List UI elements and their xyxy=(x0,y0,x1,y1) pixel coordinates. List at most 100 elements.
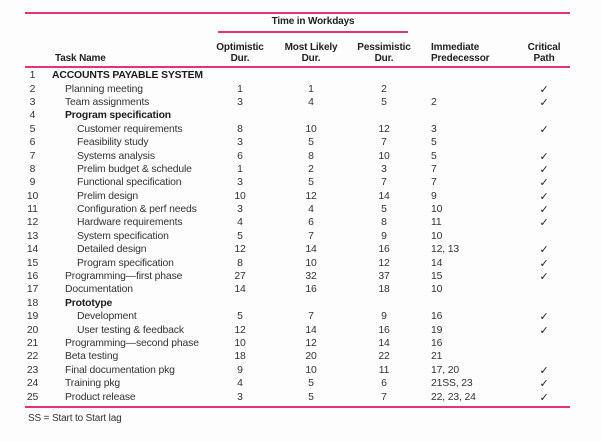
task-name-cell: User testing & feedback xyxy=(77,324,184,336)
task-name-cell: Programming—first phase xyxy=(65,271,183,283)
row-number: 8 xyxy=(29,163,36,175)
most-likely-duration-cell: 4 xyxy=(308,96,314,108)
most-likely-duration-cell: 10 xyxy=(305,257,317,269)
bottom-rule xyxy=(25,406,570,408)
task-name-cell: Documentation xyxy=(65,284,133,296)
table-row: 25 Product release 3 5 7 22, 23, 24 ✓ xyxy=(25,390,570,404)
column-header-pessimistic: Pessimistic Dur. xyxy=(357,42,411,64)
immediate-predecessor-cell: 19 xyxy=(431,324,443,336)
row-number: 17 xyxy=(26,284,39,296)
task-name-cell: Customer requirements xyxy=(77,123,183,135)
critical-path-check: ✓ xyxy=(539,204,549,217)
table-row: 4 Program specification xyxy=(25,109,570,122)
table-row: 12 Hardware requirements 4 6 8 11 ✓ xyxy=(25,216,570,229)
row-number: 18 xyxy=(26,297,39,309)
row-number: 10 xyxy=(26,190,39,202)
table-row: 15 Program specification 8 10 12 14 ✓ xyxy=(25,256,570,270)
optimistic-duration-cell: 18 xyxy=(234,351,246,363)
optimistic-duration-cell: 3 xyxy=(237,137,243,149)
most-likely-duration-cell: 5 xyxy=(308,177,314,189)
table-row: 2 Planning meeting 1 1 2 ✓ xyxy=(25,82,570,96)
optimistic-duration-cell: 10 xyxy=(234,338,246,349)
pessimistic-duration-cell: 7 xyxy=(381,137,387,149)
critical-path-check: ✓ xyxy=(539,391,549,404)
pessimistic-duration-cell: 11 xyxy=(378,364,390,376)
critical-path-check: ✓ xyxy=(539,324,549,337)
task-name-cell: Detailed design xyxy=(77,244,147,256)
table-row: 20 User testing & feedback 12 14 16 19 ✓ xyxy=(25,323,570,337)
task-name-cell: Feasibility study xyxy=(77,137,149,149)
pessimistic-duration-cell: 22 xyxy=(378,351,390,363)
critical-path-check: ✓ xyxy=(539,177,549,190)
table-row: 11 Configuration & perf needs 3 4 5 10 ✓ xyxy=(25,203,570,216)
table-row: 7 Systems analysis 6 8 10 5 ✓ xyxy=(25,149,570,163)
optimistic-duration-cell: 1 xyxy=(237,83,243,95)
column-header-task-name: Task Name xyxy=(55,53,106,64)
table-row: 13 System specification 5 7 9 10 xyxy=(25,230,570,243)
critical-path-check: ✓ xyxy=(539,150,549,163)
immediate-predecessor-cell: 2 xyxy=(431,96,437,108)
table-row: 5 Customer requirements 8 10 12 3 ✓ xyxy=(25,123,570,136)
pessimistic-duration-cell: 5 xyxy=(381,96,387,108)
optimistic-duration-cell: 12 xyxy=(234,324,246,336)
table-row: 9 Functional specification 3 5 7 7 ✓ xyxy=(25,176,570,189)
table-row: 23 Final documentation pkg 9 10 11 17, 2… xyxy=(25,364,570,377)
row-number: 6 xyxy=(29,137,36,149)
most-likely-duration-cell: 10 xyxy=(305,364,317,376)
critical-path-check: ✓ xyxy=(539,271,549,284)
pessimistic-duration-cell: 12 xyxy=(378,123,390,135)
table-row: 14 Detailed design 12 14 16 12, 13 ✓ xyxy=(25,243,570,256)
row-number: 16 xyxy=(26,271,39,283)
row-number: 14 xyxy=(26,244,39,256)
optimistic-duration-cell: 4 xyxy=(237,378,243,390)
footnote: SS = Start to Start lag xyxy=(28,413,122,424)
optimistic-duration-cell: 4 xyxy=(237,217,243,229)
task-name-cell: Systems analysis xyxy=(77,150,155,162)
critical-path-check: ✓ xyxy=(539,244,549,257)
immediate-predecessor-cell: 10 xyxy=(431,204,443,216)
most-likely-duration-cell: 32 xyxy=(305,271,317,283)
row-number: 19 xyxy=(26,311,39,323)
immediate-predecessor-cell: 3 xyxy=(431,123,437,135)
table-row: 8 Prelim budget & schedule 1 2 3 7 ✓ xyxy=(25,163,570,176)
critical-path-check: ✓ xyxy=(539,96,549,109)
optimistic-duration-cell: 3 xyxy=(237,177,243,189)
optimistic-duration-cell: 5 xyxy=(237,230,243,242)
row-number: 23 xyxy=(26,364,39,376)
row-number: 21 xyxy=(26,338,39,349)
most-likely-duration-cell: 12 xyxy=(305,190,317,202)
optimistic-duration-cell: 1 xyxy=(237,163,243,175)
most-likely-duration-cell: 16 xyxy=(305,284,317,296)
optimistic-duration-cell: 5 xyxy=(237,311,243,323)
optimistic-duration-cell: 8 xyxy=(237,257,243,269)
most-likely-duration-cell: 4 xyxy=(308,204,314,216)
task-name-cell: Hardware requirements xyxy=(77,217,183,229)
most-likely-duration-cell: 5 xyxy=(308,137,314,149)
pessimistic-duration-cell: 37 xyxy=(378,271,390,283)
table-row: 22 Beta testing 18 20 22 21 xyxy=(25,350,570,363)
pessimistic-duration-cell: 12 xyxy=(378,257,390,269)
row-number: 15 xyxy=(26,257,39,269)
pessimistic-duration-cell: 2 xyxy=(381,83,387,95)
pessimistic-duration-cell: 7 xyxy=(381,391,387,403)
row-number: 5 xyxy=(29,123,36,135)
row-number: 24 xyxy=(26,378,39,390)
table-body: 1 ACCOUNTS PAYABLE SYSTEM 2 Planning mee… xyxy=(25,69,570,404)
most-likely-duration-cell: 14 xyxy=(305,324,317,336)
pessimistic-duration-cell: 16 xyxy=(378,244,390,256)
task-name-cell: Beta testing xyxy=(65,351,119,363)
immediate-predecessor-cell: 7 xyxy=(431,163,437,175)
task-name-cell: Prelim budget & schedule xyxy=(77,163,192,175)
task-name-cell: Product release xyxy=(65,391,136,403)
optimistic-duration-cell: 3 xyxy=(237,96,243,108)
most-likely-duration-cell: 1 xyxy=(308,83,314,95)
immediate-predecessor-cell: 11 xyxy=(431,217,442,229)
immediate-predecessor-cell: 5 xyxy=(431,150,437,162)
column-header-most-likely: Most Likely Dur. xyxy=(284,42,338,64)
row-number: 3 xyxy=(29,96,36,108)
top-rule xyxy=(25,12,570,14)
row-number: 20 xyxy=(26,324,39,336)
table-row: 10 Prelim design 10 12 14 9 ✓ xyxy=(25,190,570,203)
pessimistic-duration-cell: 9 xyxy=(381,311,387,323)
optimistic-duration-cell: 27 xyxy=(234,271,246,283)
